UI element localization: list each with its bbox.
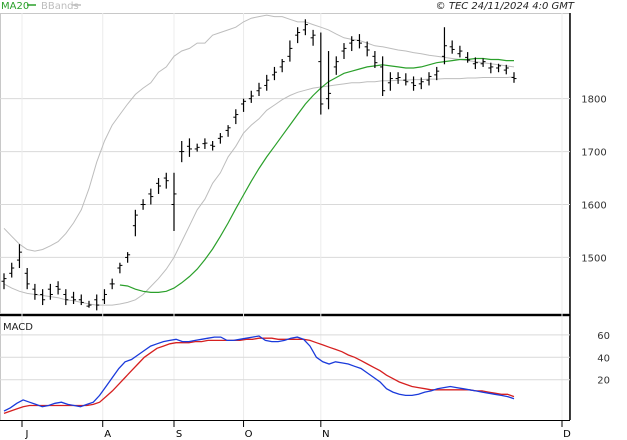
- ohlc-bar: [71, 291, 77, 305]
- ohlc-bar: [241, 98, 247, 112]
- ohlc-bar: [256, 82, 262, 97]
- bbands-legend-label: BBands: [41, 1, 79, 12]
- ohlc-bar: [24, 268, 30, 290]
- ohlc-bar: [295, 27, 301, 44]
- ohlc-bar: [233, 109, 239, 125]
- ohlc-bar: [171, 172, 177, 231]
- macd-gridlines: [0, 334, 570, 381]
- month-label: N: [322, 429, 329, 440]
- ohlc-bar: [356, 34, 362, 49]
- ohlc-bar: [496, 63, 502, 73]
- price-y-tick-label: 1800: [581, 95, 606, 106]
- ohlc-bar: [225, 125, 231, 137]
- macd-y-tick-label: 40: [597, 353, 610, 364]
- ohlc-bar: [488, 62, 494, 74]
- ohlc-bar: [264, 74, 270, 91]
- ohlc-bar: [372, 51, 378, 68]
- ohlc-bar: [86, 300, 92, 308]
- ohlc-bar: [318, 32, 324, 115]
- month-label: D: [563, 429, 571, 440]
- ohlc-bar: [380, 56, 386, 97]
- ohlc-bar: [449, 40, 455, 54]
- ohlc-bar: [271, 66, 277, 81]
- ohlc-bar: [101, 289, 107, 305]
- ohlc-bar: [117, 262, 123, 274]
- ohlc-bar: [194, 143, 200, 152]
- ohlc-bar: [125, 252, 131, 263]
- ohlc-bar: [511, 72, 517, 83]
- bb-lower-line: [3, 76, 515, 306]
- ohlc-bar: [465, 52, 471, 63]
- ohlc-bar: [248, 90, 254, 103]
- price-y-tick-label: 1600: [581, 201, 606, 212]
- ma20-line: [119, 57, 514, 293]
- ohlc-bar: [287, 40, 293, 62]
- macd-lines: [3, 335, 515, 415]
- ohlc-bar: [140, 199, 146, 210]
- ohlc-bar: [148, 188, 154, 205]
- ohlc-bar: [40, 289, 46, 306]
- month-label: A: [104, 429, 111, 440]
- bollinger-bands: [3, 14, 515, 306]
- price-bars: [1, 19, 517, 311]
- ohlc-bar: [333, 56, 339, 75]
- ohlc-bar: [32, 283, 38, 300]
- ohlc-bar: [63, 289, 69, 306]
- month-label: O: [245, 429, 253, 440]
- ohlc-bar: [179, 141, 185, 163]
- macd-signal-line: [3, 337, 515, 415]
- ohlc-bar: [341, 43, 347, 59]
- ohlc-bar: [109, 278, 115, 290]
- ohlc-bar: [186, 138, 192, 157]
- ma20-legend-label: MA20: [1, 1, 29, 12]
- ohlc-bar: [279, 58, 285, 73]
- copyright-text: © TEC 24/11/2024 4:0 GMT: [436, 1, 575, 12]
- ohlc-bar: [364, 41, 370, 57]
- macd-panel-title: MACD: [3, 322, 33, 333]
- macd-line: [3, 335, 515, 412]
- ohlc-bar: [426, 72, 432, 86]
- ohlc-bar: [387, 72, 393, 91]
- y-tick-labels: 1500 1600 1700 1800 20 40 60: [581, 95, 610, 387]
- ohlc-bar: [163, 172, 169, 189]
- ohlc-bar: [457, 45, 463, 58]
- ohlc-bar: [326, 51, 332, 110]
- ohlc-bar: [210, 141, 216, 151]
- ohlc-bar: [349, 36, 355, 52]
- ohlc-bar: [480, 58, 486, 67]
- ohlc-bar: [156, 178, 162, 194]
- ohlc-bar: [472, 57, 478, 70]
- ohlc-bar: [9, 262, 15, 278]
- ohlc-bar: [94, 294, 100, 311]
- ohlc-bar: [202, 138, 208, 149]
- ohlc-bar: [78, 294, 84, 306]
- ohlc-bar: [418, 77, 424, 90]
- bb-upper-line: [3, 14, 515, 252]
- ohlc-bar: [403, 73, 409, 86]
- price-y-tick-label: 1700: [581, 148, 606, 159]
- ohlc-bar: [395, 72, 401, 84]
- month-label: J: [25, 429, 29, 440]
- macd-y-tick-label: 60: [597, 331, 610, 342]
- price-y-tick-label: 1500: [581, 253, 606, 264]
- ohlc-bar: [217, 133, 223, 144]
- ohlc-bar: [1, 273, 7, 290]
- ohlc-bar: [411, 76, 417, 91]
- ma20-path: [119, 57, 514, 293]
- ohlc-bar: [302, 19, 308, 36]
- ohlc-bar: [310, 29, 316, 46]
- ohlc-bar: [132, 209, 138, 237]
- ohlc-bar: [441, 27, 447, 65]
- ohlc-bar: [47, 283, 53, 300]
- month-label: S: [176, 429, 182, 440]
- ohlc-bar: [55, 281, 61, 295]
- ohlc-bar: [16, 244, 22, 269]
- ohlc-bar: [434, 66, 440, 81]
- macd-y-tick-label: 20: [597, 376, 610, 387]
- main-gridlines: [0, 13, 570, 420]
- ohlc-bar: [503, 64, 509, 75]
